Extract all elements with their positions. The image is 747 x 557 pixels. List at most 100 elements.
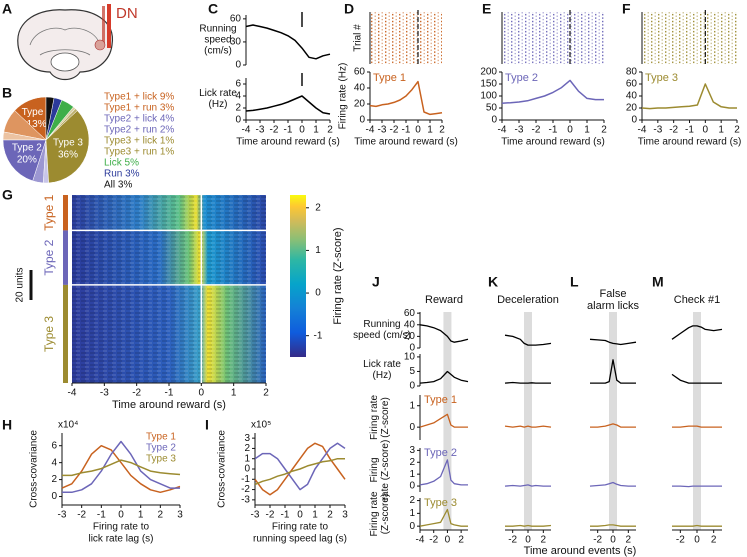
y-tick-label: 0 (409, 343, 415, 354)
y-tick-label: 20 (404, 331, 416, 342)
event-curve (672, 485, 722, 488)
y-axis-label: Firing rate (Hz) (338, 63, 349, 130)
y-tick-label: 2 (409, 495, 415, 506)
x-axis-label: Firing rate to (93, 522, 150, 533)
covariance-curve (62, 459, 181, 477)
series-label: Type 2 (424, 447, 457, 459)
series-label: Type 3 (424, 497, 457, 509)
x-tick-label: 0 (445, 535, 451, 546)
event-curve (504, 334, 552, 346)
raster (503, 12, 604, 64)
x-tick-label: -3 (251, 510, 260, 521)
x-tick-label: -2 (270, 125, 279, 136)
x-axis-label: Time around reward (s) (236, 137, 340, 148)
event-shade (524, 312, 532, 530)
y-tick-label: 6 (235, 79, 241, 90)
group-bar (63, 195, 68, 231)
x-tick-label: -3 (58, 510, 67, 521)
covariance-curve (62, 440, 180, 494)
x-tick-label: -4 (68, 388, 77, 399)
group-label: Type 2 (42, 239, 56, 275)
y-tick-label: 2 (235, 103, 241, 114)
x-tick-label: 2 (626, 535, 632, 546)
x-tick-label: -2 (508, 535, 517, 546)
event-curve (504, 425, 552, 428)
legend-entry: Type 3 (146, 454, 176, 465)
colorbar-tick-label: 0 (315, 288, 321, 299)
raster (371, 12, 442, 64)
legend-entry: Type 1 (146, 432, 176, 443)
colorbar-tick-label: -1 (314, 330, 323, 341)
x-tick-label: 2 (158, 510, 164, 521)
y-tick-label: -1 (241, 474, 250, 485)
multiplier: x10⁵ (251, 420, 271, 431)
x-tick-label: 3 (177, 510, 183, 521)
x-axis-label: Time around reward (s) (501, 137, 605, 148)
legend-entry: Run 3% (104, 169, 140, 180)
slice-label: Type 3 (53, 137, 83, 148)
legend-entry: Type2 + run 2% (104, 125, 174, 136)
panel-letter: M (652, 274, 664, 290)
y-tick-label: 0 (409, 422, 415, 433)
covariance-curve (61, 444, 181, 494)
y-tick-label: 30 (230, 37, 242, 48)
y-axis-label: (cm/s) (204, 46, 232, 57)
covariance-curve (254, 457, 345, 486)
y-tick-label: 40 (354, 83, 366, 94)
x-tick-label: -1 (165, 388, 174, 399)
y-axis-label: (Z-score) (380, 397, 391, 438)
x-tick-label: -2 (669, 125, 678, 136)
y-tick-label: 0 (631, 115, 637, 126)
panel-letter: L (570, 274, 579, 290)
event-curve (504, 484, 551, 487)
slice-value: 13% (27, 119, 47, 130)
y-tick-label: 0 (244, 464, 250, 475)
x-tick-label: -4 (498, 125, 507, 136)
event-curve (590, 359, 636, 384)
y-tick-label: -2 (241, 484, 250, 495)
colorbar-label: Firing rate (Z-score) (332, 227, 344, 324)
y-tick-label: 0 (235, 60, 241, 71)
y-tick-label: 150 (480, 79, 497, 90)
x-axis-label: running speed lag (s) (253, 534, 347, 545)
y-tick-label: 5 (409, 366, 415, 377)
series-label: Type 1 (373, 72, 406, 84)
x-axis-label: Time around events (s) (524, 545, 637, 557)
panel-letter: J (372, 274, 380, 290)
y-tick-label: 3 (409, 445, 415, 456)
legend-entry: All 3% (104, 180, 132, 191)
y-tick-label: 0 (409, 481, 415, 492)
y-axis-label: Cross-covariance (217, 430, 228, 508)
x-tick-label: -3 (100, 388, 109, 399)
y-axis-label: Firing rate (369, 395, 380, 440)
y-axis-label: speed (cm/s) (353, 330, 411, 341)
x-axis-label: lick rate lag (s) (88, 534, 153, 545)
heatmap-texture (72, 195, 266, 231)
x-tick-label: -2 (132, 388, 141, 399)
group-bar (63, 230, 68, 285)
legend-entry: Type3 + run 1% (104, 147, 174, 158)
y-tick-label: 2 (244, 443, 250, 454)
slice-label: Type 1 (22, 107, 52, 118)
x-tick-label: -4 (416, 535, 425, 546)
event-curve (505, 524, 552, 527)
lick-curve (245, 95, 331, 115)
column-title: Deceleration (497, 294, 559, 306)
x-axis-label: Firing rate to (272, 522, 329, 533)
pie-slice (2, 139, 47, 182)
panel-letter: B (2, 85, 12, 101)
x-tick-label: 2 (541, 535, 547, 546)
x-tick-label: 2 (263, 388, 269, 399)
x-tick-label: -4 (366, 125, 375, 136)
covariance-curve (254, 442, 346, 496)
event-curve (671, 373, 722, 384)
x-axis-label: Time around reward (s) (354, 137, 458, 148)
x-tick-label: -1 (549, 125, 558, 136)
y-axis-label: Trial # (353, 24, 364, 52)
x-tick-label: 1 (312, 510, 318, 521)
brain-illustration (17, 4, 113, 81)
event-curve (590, 423, 636, 428)
legend-entry: Type1 + run 3% (104, 103, 174, 114)
y-axis-label: (Hz) (373, 370, 392, 381)
